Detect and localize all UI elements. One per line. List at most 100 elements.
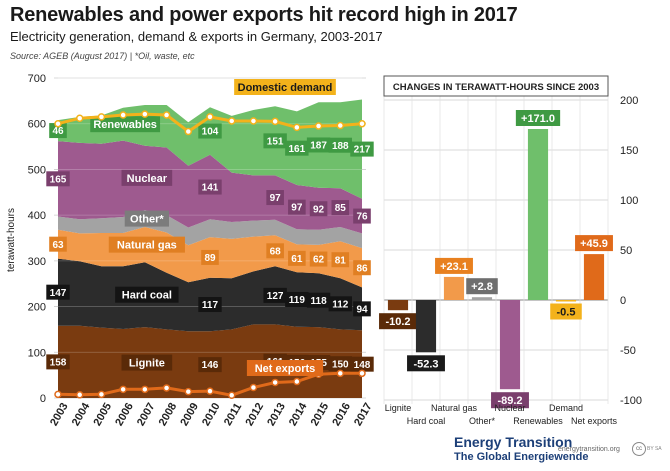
point-demand (184, 127, 193, 136)
left-x-tick-label: 2004 (70, 400, 93, 428)
area-value-natural-gas-bg (309, 251, 328, 267)
area-value-lignite: 146 (202, 360, 219, 371)
left-x-tick-label: 2016 (330, 401, 353, 428)
area-value-renewables: 187 (310, 141, 327, 152)
bar-value-demand: -0.5 (557, 306, 576, 318)
area-value-nuclear-bg (46, 171, 70, 187)
area-value-lignite: 148 (354, 360, 371, 371)
bar-value-other-bg (466, 278, 498, 295)
area-value-hard-coal-bg (285, 291, 309, 307)
chart-title: Renewables and power exports hit record … (10, 4, 518, 26)
bar-value-natural-gas-bg (435, 257, 473, 274)
area-value-hard-coal: 94 (356, 304, 368, 315)
area-value-nuclear: 141 (202, 183, 219, 194)
area-value-renewables: 217 (354, 145, 371, 156)
point-net-exports (97, 390, 106, 399)
area-value-nuclear-bg (331, 200, 350, 216)
left-x-tick-label: 2007 (135, 401, 158, 428)
area-value-hard-coal-bg (353, 301, 371, 317)
series-label-natural-gas: Natural gas (117, 240, 177, 252)
series-label-renewables: Renewables (93, 119, 157, 131)
brand-subtitle: The Global Energiewende (454, 451, 589, 463)
left-x-tick-label: 2015 (309, 401, 332, 428)
area-value-nuclear: 165 (50, 174, 67, 185)
area-value-renewables: 104 (202, 127, 219, 138)
area-value-nuclear: 97 (270, 193, 282, 204)
left-x-tick-label: 2014 (287, 400, 310, 428)
point-net-exports (358, 369, 366, 378)
right-title-box (383, 75, 609, 97)
right-chart-title: CHANGES IN TERAWATT-HOURS SINCE 2003 (393, 82, 599, 93)
bar-net-exports (583, 254, 605, 300)
bar-renewables (527, 129, 549, 300)
area-value-nuclear-bg (353, 208, 371, 224)
label-net-exports-bg (246, 360, 324, 376)
category-label-renewables: Renewables (513, 416, 563, 426)
bar-value-net-exports: +45.9 (580, 238, 608, 250)
right-y-tick-label: -50 (620, 345, 636, 357)
area-value-hard-coal: 118 (311, 296, 328, 307)
area-value-lignite: 158 (50, 357, 67, 368)
area-value-natural-gas-bg (201, 249, 219, 265)
area-value-hard-coal-bg (198, 297, 222, 313)
bar-demand (555, 300, 577, 302)
area-value-renewables-bg (198, 123, 222, 139)
point-net-exports (227, 391, 236, 400)
series-label-hard-coal-bg (115, 286, 179, 303)
license-text: BY SA (647, 446, 662, 452)
area-hard-coal (58, 258, 362, 332)
area-value-nuclear: 76 (356, 212, 368, 223)
area-value-renewables-bg (49, 123, 67, 139)
source-note: Source: AGEB (August 2017) | *Oil, waste… (10, 51, 195, 61)
point-demand (271, 117, 279, 126)
point-demand (97, 113, 106, 121)
area-value-renewables-bg (285, 140, 309, 156)
point-demand (358, 119, 366, 128)
bar-value-natural-gas: +23.1 (440, 261, 468, 273)
left-y-tick-label: 300 (28, 256, 46, 268)
area-value-nuclear: 85 (335, 203, 347, 214)
area-value-natural-gas: 68 (270, 246, 282, 257)
site-url: energytransition.org (558, 446, 620, 453)
right-y-tick-label: 100 (620, 195, 638, 207)
bar-natural-gas (443, 276, 465, 300)
area-value-natural-gas: 61 (291, 254, 303, 265)
point-demand (54, 119, 62, 128)
left-x-tick-label: 2012 (244, 401, 267, 428)
point-net-exports (206, 387, 214, 395)
series-label-lignite-bg (121, 354, 173, 371)
area-value-nuclear-bg (266, 190, 284, 206)
area-value-hard-coal: 147 (50, 288, 67, 299)
area-value-nuclear-bg (198, 179, 222, 195)
point-net-exports (54, 390, 62, 399)
left-x-tick-label: 2003 (48, 401, 71, 428)
area-value-natural-gas: 86 (356, 263, 368, 274)
left-y-tick-label: 400 (28, 210, 46, 222)
left-y-tick-label: 700 (28, 73, 46, 85)
area-value-renewables-bg (263, 133, 287, 149)
point-net-exports (75, 391, 84, 399)
brand-title: Energy Transition (454, 434, 573, 450)
bar-value-lignite-bg (379, 313, 417, 330)
series-label-lignite: Lignite (129, 358, 165, 370)
point-demand (141, 110, 149, 118)
left-y-axis-label: terawatt-hours (6, 208, 17, 272)
point-demand (119, 111, 127, 119)
category-label-hard-coal: Hard coal (407, 416, 446, 426)
label-domestic-demand-bg (234, 79, 336, 95)
area-value-renewables: 188 (332, 141, 349, 152)
point-net-exports (184, 387, 193, 396)
bar-value-demand-bg (550, 303, 582, 320)
series-label-other-bg (124, 210, 169, 227)
area-value-natural-gas: 63 (52, 240, 64, 251)
category-label-net-exports: Net exports (571, 416, 618, 426)
area-value-renewables-bg (350, 141, 374, 157)
bar-value-hard-coal: -52.3 (413, 358, 438, 370)
area-value-lignite-bg (46, 354, 70, 370)
area-value-hard-coal-bg (328, 296, 352, 312)
area-value-nuclear: 92 (313, 204, 325, 215)
area-value-lignite-bg (350, 356, 374, 372)
area-value-renewables: 161 (289, 144, 306, 155)
point-demand (293, 123, 301, 132)
area-value-hard-coal: 127 (267, 291, 284, 302)
